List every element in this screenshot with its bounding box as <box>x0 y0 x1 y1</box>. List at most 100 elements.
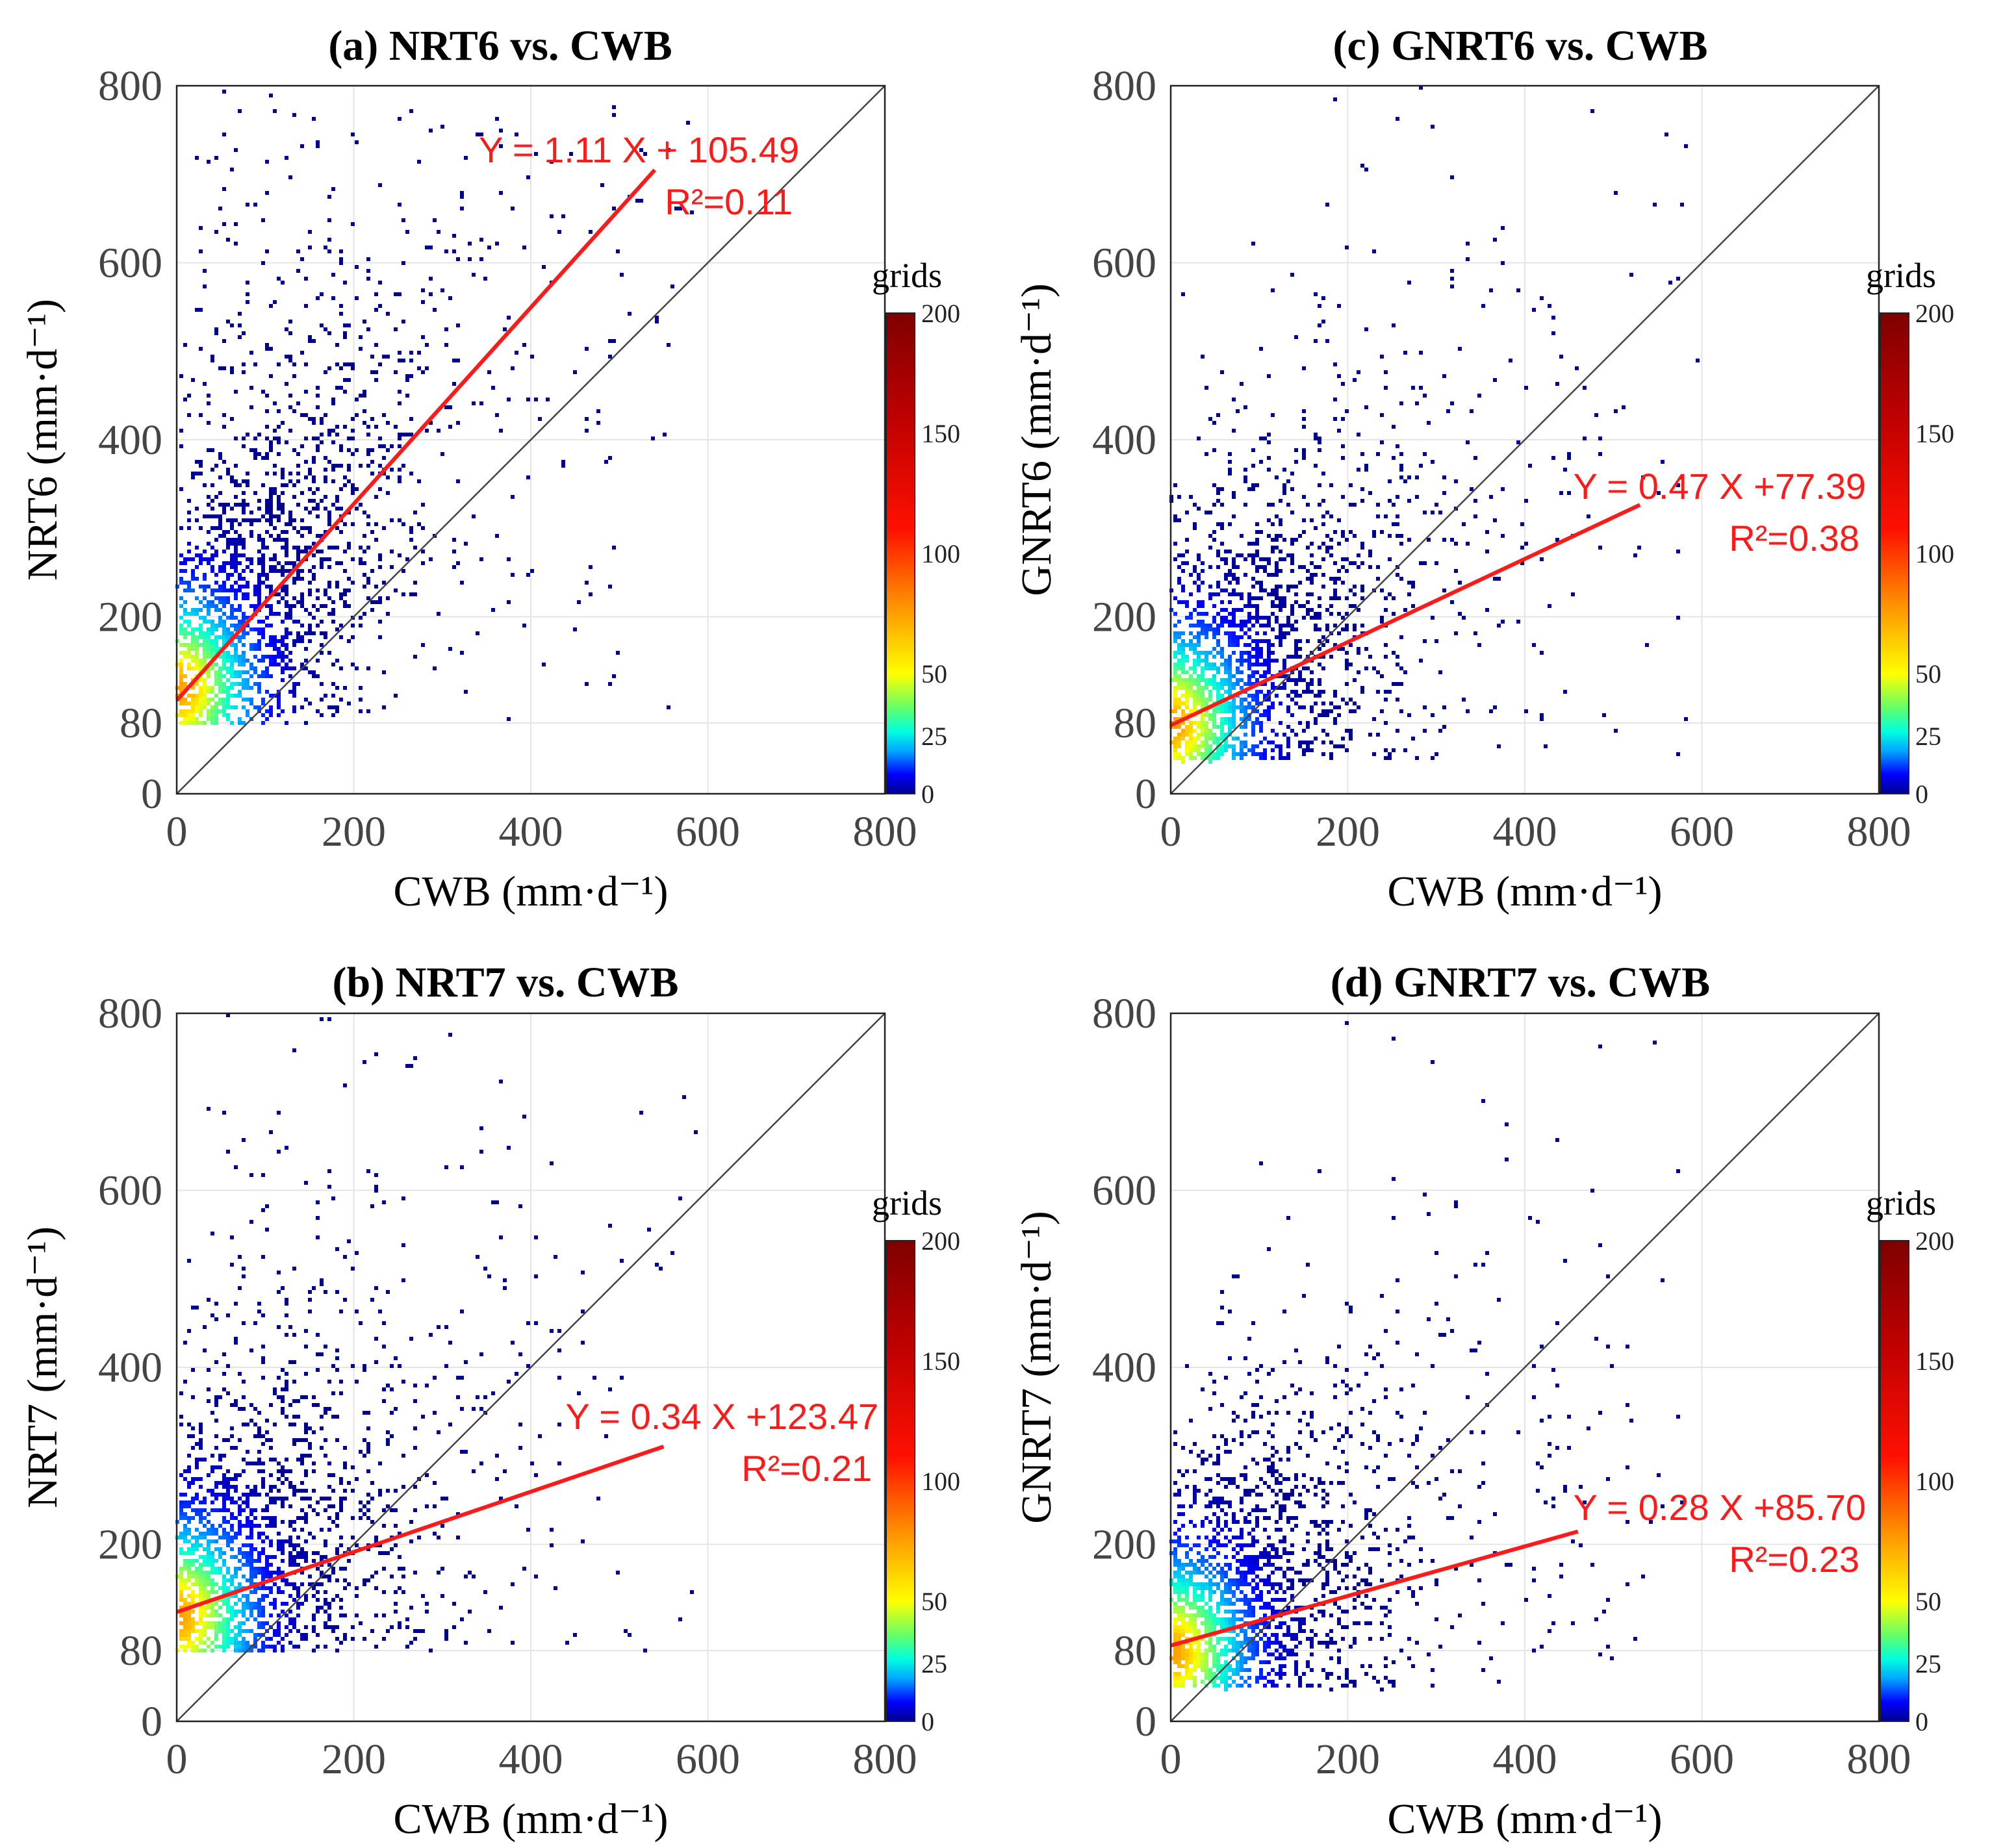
density-cell <box>639 199 643 203</box>
density-cell <box>199 308 203 312</box>
density-cell <box>214 1614 218 1617</box>
density-cell <box>1244 651 1247 655</box>
density-cell <box>335 1547 339 1551</box>
density-cell <box>1228 1684 1232 1688</box>
density-cell <box>199 1458 203 1462</box>
density-cell <box>238 1532 242 1536</box>
density-cell <box>253 589 257 592</box>
density-cell <box>1228 705 1232 709</box>
density-cell <box>265 573 269 577</box>
density-cell <box>1267 1578 1271 1582</box>
density-cell <box>1247 643 1251 647</box>
density-cell <box>550 1161 554 1165</box>
density-cell <box>1310 518 1314 522</box>
density-cell <box>242 659 246 663</box>
density-cell <box>199 585 203 589</box>
density-cell <box>335 362 339 366</box>
density-cell <box>285 585 288 589</box>
density-cell <box>238 674 242 678</box>
density-cell <box>277 1497 281 1500</box>
density-cell <box>211 663 214 666</box>
density-cell <box>230 1403 234 1407</box>
density-cell <box>1259 756 1263 760</box>
density-cell <box>187 1571 191 1575</box>
panel-c-x-axis-label: CWB (mm·d⁻¹) <box>1387 868 1662 915</box>
density-cell <box>421 335 425 339</box>
density-cell <box>409 374 413 378</box>
density-cell <box>1236 553 1240 557</box>
density-cell <box>211 624 214 627</box>
density-cell <box>1263 1508 1267 1512</box>
density-cell <box>1399 682 1403 686</box>
density-cell <box>277 1489 281 1493</box>
density-cell <box>199 1508 203 1512</box>
density-cell <box>265 409 269 413</box>
density-cell <box>308 1454 312 1458</box>
density-cell <box>226 1489 230 1493</box>
density-cell <box>1396 663 1399 666</box>
density-cell <box>1205 725 1208 729</box>
density-cell <box>253 456 257 460</box>
density-cell <box>304 608 308 612</box>
density-cell <box>265 1228 269 1232</box>
density-cell <box>316 386 320 390</box>
density-cell <box>199 1555 203 1559</box>
density-cell <box>1208 713 1212 717</box>
density-cell <box>331 398 335 401</box>
density-cell <box>1431 1559 1435 1563</box>
density-cell <box>191 1547 195 1551</box>
density-cell <box>246 659 249 663</box>
density-cell <box>1516 288 1520 292</box>
density-cell <box>331 1625 335 1629</box>
density-cell <box>285 655 288 659</box>
panel-a-ytick-5: 800 <box>98 62 162 110</box>
density-cell <box>425 1602 429 1606</box>
density-cell <box>339 487 343 491</box>
density-cell <box>261 1360 265 1364</box>
density-cell <box>288 1543 292 1547</box>
density-cell <box>211 1602 214 1606</box>
density-cell <box>1384 1606 1388 1610</box>
density-cell <box>226 472 230 475</box>
density-cell <box>448 1341 452 1345</box>
density-cell <box>230 659 234 663</box>
density-cell <box>374 522 378 526</box>
density-cell <box>409 538 413 542</box>
density-cell <box>511 573 515 577</box>
density-cell <box>402 320 405 323</box>
density-cell <box>1232 721 1236 725</box>
density-cell <box>327 1380 331 1384</box>
density-cell <box>304 437 308 440</box>
density-cell <box>324 592 327 596</box>
density-cell <box>324 1539 327 1543</box>
density-cell <box>277 409 281 413</box>
density-cell <box>195 1497 199 1500</box>
density-cell <box>257 538 261 542</box>
density-cell <box>1653 203 1657 207</box>
density-cell <box>1286 705 1290 709</box>
density-cell <box>1228 666 1232 670</box>
density-cell <box>214 581 218 585</box>
density-cell <box>269 1543 273 1547</box>
density-cell <box>1208 682 1212 686</box>
density-cell <box>214 624 218 627</box>
density-cell <box>211 627 214 631</box>
density-cell <box>285 1614 288 1617</box>
density-cell <box>374 370 378 374</box>
density-cell <box>304 1454 308 1458</box>
density-cell <box>1318 483 1321 487</box>
density-cell <box>281 511 285 514</box>
density-cell <box>1247 592 1251 596</box>
density-cell <box>191 698 195 702</box>
density-cell <box>234 627 238 631</box>
density-cell <box>1306 546 1310 550</box>
panel-b-one-to-one-line <box>176 1013 886 1722</box>
density-cell <box>1240 627 1244 631</box>
density-cell <box>335 1625 339 1629</box>
density-cell <box>292 1598 296 1602</box>
density-cell <box>277 663 281 666</box>
density-cell <box>1236 635 1240 639</box>
density-cell <box>312 1469 316 1473</box>
density-cell <box>421 526 425 530</box>
